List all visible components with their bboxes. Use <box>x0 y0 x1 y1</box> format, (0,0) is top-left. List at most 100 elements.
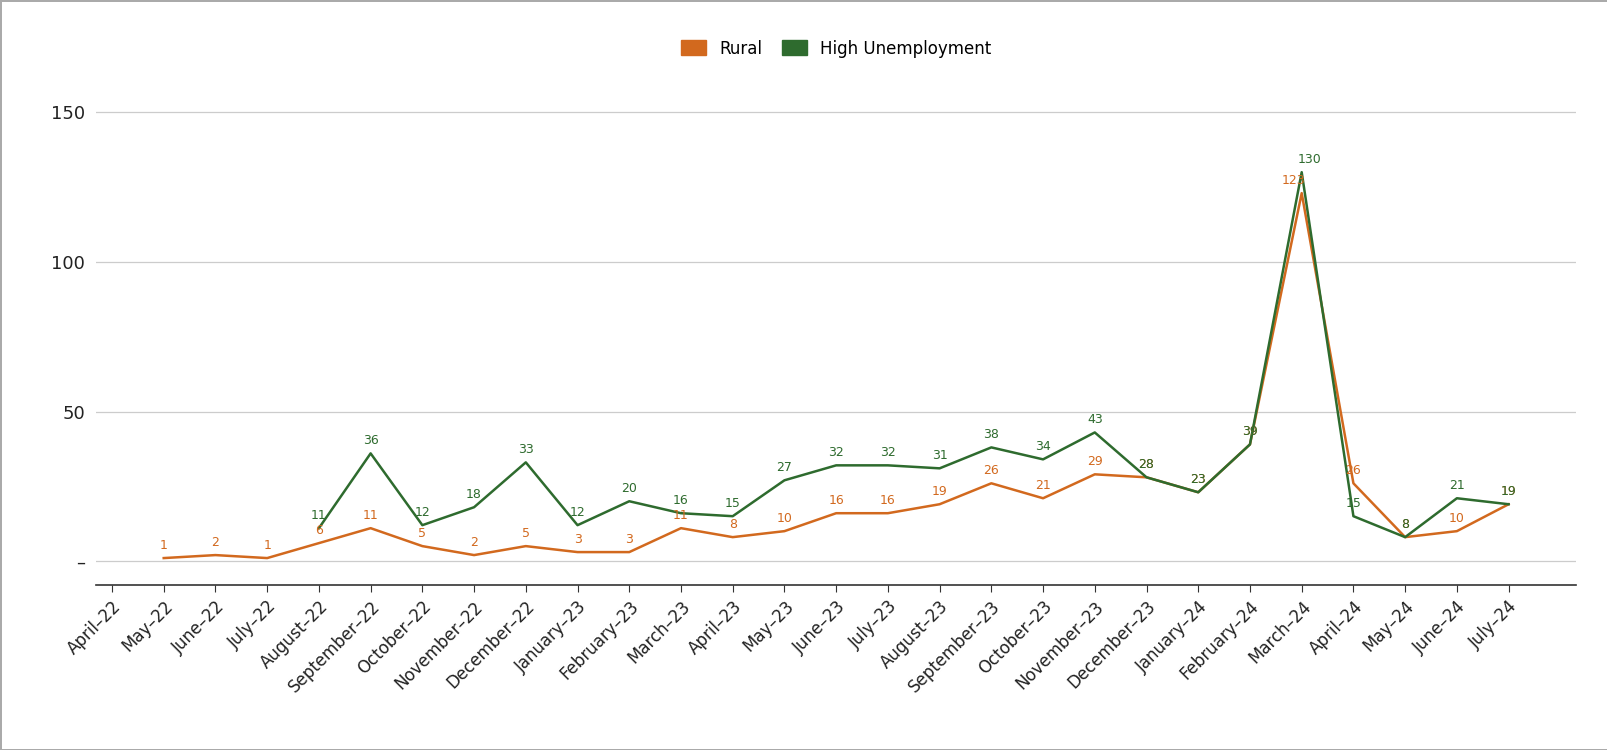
High Unemployment <box>1343 512 1363 520</box>
High Unemployment <box>826 460 845 470</box>
Text: 39: 39 <box>1241 425 1257 439</box>
Text: 2: 2 <box>212 536 219 549</box>
Text: 18: 18 <box>466 488 482 501</box>
Rural <box>1188 488 1207 496</box>
Rural <box>826 509 845 518</box>
Text: 23: 23 <box>1189 473 1205 486</box>
Rural <box>1343 478 1363 488</box>
Text: 43: 43 <box>1086 413 1102 427</box>
Text: 28: 28 <box>1138 458 1154 471</box>
High Unemployment <box>929 464 948 472</box>
High Unemployment <box>1498 500 1517 508</box>
High Unemployment <box>877 460 897 470</box>
Rural <box>413 542 432 550</box>
Rural <box>775 526 794 536</box>
Text: 19: 19 <box>930 485 947 498</box>
High Unemployment <box>775 476 794 484</box>
Text: 11: 11 <box>363 509 378 522</box>
High Unemployment <box>723 512 742 520</box>
Text: 11: 11 <box>673 509 688 522</box>
High Unemployment <box>670 509 689 518</box>
Text: 36: 36 <box>363 434 378 448</box>
Text: 123: 123 <box>1281 174 1305 188</box>
Rural <box>670 524 689 532</box>
Text: 15: 15 <box>725 497 741 510</box>
Rural <box>154 554 174 562</box>
High Unemployment <box>413 520 432 530</box>
Text: 19: 19 <box>1499 485 1515 498</box>
Text: 23: 23 <box>1189 473 1205 486</box>
High Unemployment <box>1395 532 1414 542</box>
Text: 16: 16 <box>828 494 844 507</box>
Rural <box>516 542 535 550</box>
Text: 1: 1 <box>159 539 167 552</box>
High Unemployment <box>360 449 379 458</box>
Text: 12: 12 <box>415 506 431 519</box>
Text: 8: 8 <box>1400 518 1408 531</box>
High Unemployment <box>1292 168 1311 177</box>
Text: 16: 16 <box>879 494 895 507</box>
Text: 38: 38 <box>983 428 998 442</box>
Text: 11: 11 <box>310 509 326 522</box>
Rural <box>464 550 484 560</box>
Text: 27: 27 <box>776 461 792 474</box>
High Unemployment <box>982 443 1001 452</box>
Text: 1: 1 <box>264 539 272 552</box>
High Unemployment <box>619 496 638 506</box>
High Unemployment <box>1446 494 1466 502</box>
Rural <box>877 509 897 518</box>
Rural <box>360 524 379 532</box>
Rural <box>1239 440 1258 449</box>
High Unemployment <box>1085 428 1104 437</box>
Rural <box>567 548 587 556</box>
Text: 5: 5 <box>522 527 529 540</box>
Text: 28: 28 <box>1138 458 1154 471</box>
Text: 12: 12 <box>569 506 585 519</box>
Text: 5: 5 <box>418 527 426 540</box>
Rural <box>257 554 276 562</box>
Text: 8: 8 <box>1400 518 1408 531</box>
Rural <box>1498 500 1517 508</box>
Legend: Rural, High Unemployment: Rural, High Unemployment <box>680 40 992 58</box>
Text: 31: 31 <box>930 449 947 462</box>
Text: 39: 39 <box>1241 425 1257 439</box>
Text: 10: 10 <box>776 512 792 525</box>
Text: 3: 3 <box>574 533 582 546</box>
Text: 33: 33 <box>517 443 534 456</box>
Text: 6: 6 <box>315 524 323 537</box>
Rural <box>1033 494 1053 502</box>
Text: 26: 26 <box>1345 464 1361 477</box>
Text: 3: 3 <box>625 533 633 546</box>
Text: 21: 21 <box>1035 479 1051 492</box>
Rural <box>723 532 742 542</box>
Line: High Unemployment: High Unemployment <box>318 172 1507 537</box>
High Unemployment <box>1239 440 1258 449</box>
High Unemployment <box>309 524 328 532</box>
Rural <box>619 548 638 556</box>
Rural <box>1136 472 1155 482</box>
Text: 2: 2 <box>469 536 477 549</box>
Rural <box>982 478 1001 488</box>
Text: 8: 8 <box>728 518 736 531</box>
Text: 130: 130 <box>1297 153 1321 166</box>
Text: 21: 21 <box>1448 479 1464 492</box>
Rural <box>1446 526 1466 536</box>
Rural <box>309 538 328 548</box>
Text: 29: 29 <box>1086 455 1102 468</box>
Text: 34: 34 <box>1035 440 1051 454</box>
Rural <box>1085 470 1104 478</box>
Text: 10: 10 <box>1448 512 1464 525</box>
Text: 16: 16 <box>673 494 688 507</box>
Rural <box>929 500 948 508</box>
Rural <box>206 550 225 560</box>
Rural <box>1292 189 1311 198</box>
High Unemployment <box>1188 488 1207 496</box>
Text: 32: 32 <box>828 446 844 459</box>
High Unemployment <box>464 503 484 512</box>
Text: 26: 26 <box>983 464 998 477</box>
Line: Rural: Rural <box>164 194 1507 558</box>
Rural <box>1395 532 1414 542</box>
High Unemployment <box>1136 472 1155 482</box>
Text: 32: 32 <box>879 446 895 459</box>
Text: 15: 15 <box>1345 497 1361 510</box>
